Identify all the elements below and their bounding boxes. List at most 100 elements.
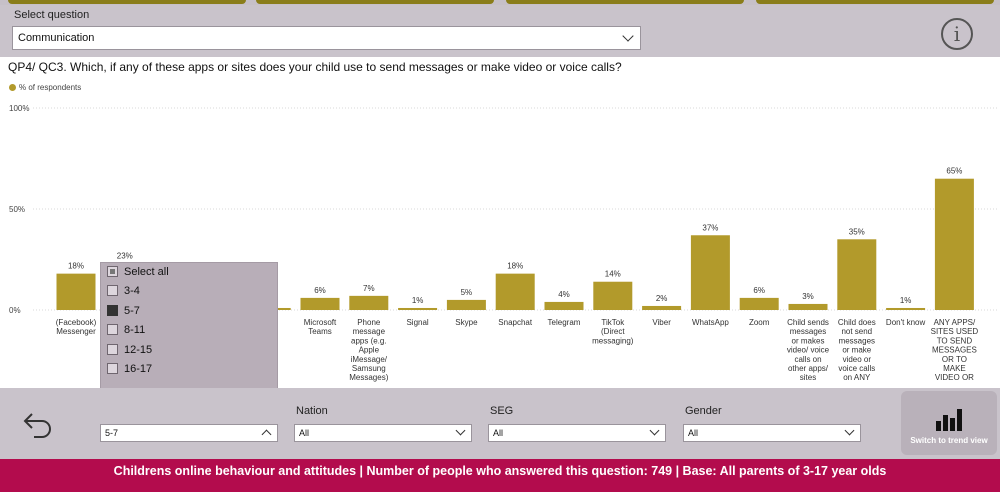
top-strip [0,0,1000,5]
footer-banner: Childrens online behaviour and attitudes… [0,459,1000,492]
data-label: 18% [68,262,84,271]
undo-arrow-icon[interactable] [22,408,54,440]
age-option-5-7[interactable]: 5-7 [107,305,140,321]
switch-to-trend-view-button[interactable]: Switch to trend view [901,391,997,455]
x-tick-label: Samsung [352,364,386,373]
gender-dropdown[interactable]: All [683,424,861,442]
bar [739,297,779,310]
data-label: 6% [314,286,326,295]
x-tick-label: video/ voice [787,346,830,355]
x-tick-label: other apps/ [788,364,829,373]
x-tick-label: messages [839,336,875,345]
data-label: 23% [117,252,133,261]
data-label: 35% [849,227,865,236]
checkbox-icon[interactable] [107,285,118,296]
checkbox-icon[interactable] [107,305,118,316]
bar [495,273,535,310]
x-tick-label: OR TO [942,355,967,364]
bar [593,281,633,310]
bar [398,307,438,310]
data-label: 14% [605,270,621,279]
x-tick-label: MAKE [943,364,966,373]
top-tab-3[interactable] [506,0,744,4]
question-dropdown[interactable]: Communication [12,26,641,50]
y-tick-label: 50% [9,205,25,214]
x-tick-label: Phone [357,318,381,327]
seg-dropdown[interactable]: All [488,424,666,442]
x-tick-label: voice calls [838,364,875,373]
x-tick-label: Child does [838,318,876,327]
chart-legend: % of respondents [9,83,81,92]
x-tick-label: Skype [455,318,478,327]
bar-chart-icon [936,409,962,431]
age-dropdown-value: 5-7 [105,428,119,438]
nation-label: Nation [296,405,328,417]
data-label: 2% [656,294,668,303]
gender-label: Gender [685,405,722,417]
x-tick-label: Zoom [749,318,770,327]
age-option-3-4[interactable]: 3-4 [107,285,140,301]
x-tick-label: VIDEO OR [935,373,974,382]
x-tick-label: calls on [794,355,821,364]
age-option-select-all[interactable]: Select all [107,266,169,282]
bar [349,295,389,310]
top-tab-4[interactable] [756,0,994,4]
x-tick-label: or makes [792,336,825,345]
data-label: 3% [802,292,814,301]
top-tab-1[interactable] [8,0,246,4]
top-tab-2[interactable] [256,0,494,4]
bar [56,273,96,310]
x-tick-label: SITES USED [931,327,979,336]
data-label: 4% [558,290,570,299]
nation-dropdown[interactable]: All [294,424,472,442]
seg-dropdown-value: All [493,428,504,438]
x-tick-label: messages [790,327,826,336]
x-tick-label: Telegram [548,318,581,327]
age-option-8-11[interactable]: 8-11 [107,324,145,340]
checkbox-icon[interactable] [107,266,118,277]
bar [837,239,877,310]
bar [690,235,730,310]
data-label: 1% [900,296,912,305]
x-tick-label: on ANY [843,373,871,382]
age-option-12-15[interactable]: 12-15 [107,344,152,360]
question-header: Select question Communication i [0,5,1000,57]
x-tick-label: or make [842,346,871,355]
x-tick-label: message [353,327,386,336]
x-tick-label: Apple [359,346,380,355]
x-tick-label: ANY APPS/ [934,318,976,327]
x-tick-label: TO SEND [937,336,973,345]
age-dropdown[interactable]: 5-7 [100,424,278,442]
age-option-16-17[interactable]: 16-17 [107,363,152,379]
x-tick-label: video or [843,355,872,364]
legend-dot-icon [9,84,16,91]
chevron-down-icon [622,30,634,42]
bar [544,301,584,310]
y-tick-label: 100% [9,104,29,113]
x-tick-label: Viber [652,318,671,327]
x-tick-label: MESSAGES [932,346,977,355]
x-tick-label: iMessage/ [351,355,388,364]
checkbox-icon[interactable] [107,363,118,374]
seg-label: SEG [490,405,514,417]
x-tick-label: Snapchat [498,318,533,327]
x-tick-label: (Direct [601,327,625,336]
x-tick-label: not send [841,327,872,336]
x-tick-label: Signal [406,318,428,327]
x-tick-label: Don't know [886,318,926,327]
nation-dropdown-value: All [299,428,310,438]
x-tick-label: Messenger [56,327,96,336]
checkbox-icon[interactable] [107,344,118,355]
chevron-down-icon [649,425,660,436]
gender-dropdown-value: All [688,428,699,438]
info-icon[interactable]: i [941,18,973,50]
checkbox-icon[interactable] [107,324,118,335]
x-tick-label: TikTok [601,318,625,327]
data-label: 5% [461,288,473,297]
bar [886,307,926,310]
bar [788,303,828,310]
data-label: 6% [753,286,765,295]
bar [642,305,682,310]
data-label: 37% [702,223,718,232]
x-tick-label: Child sends [787,318,829,327]
